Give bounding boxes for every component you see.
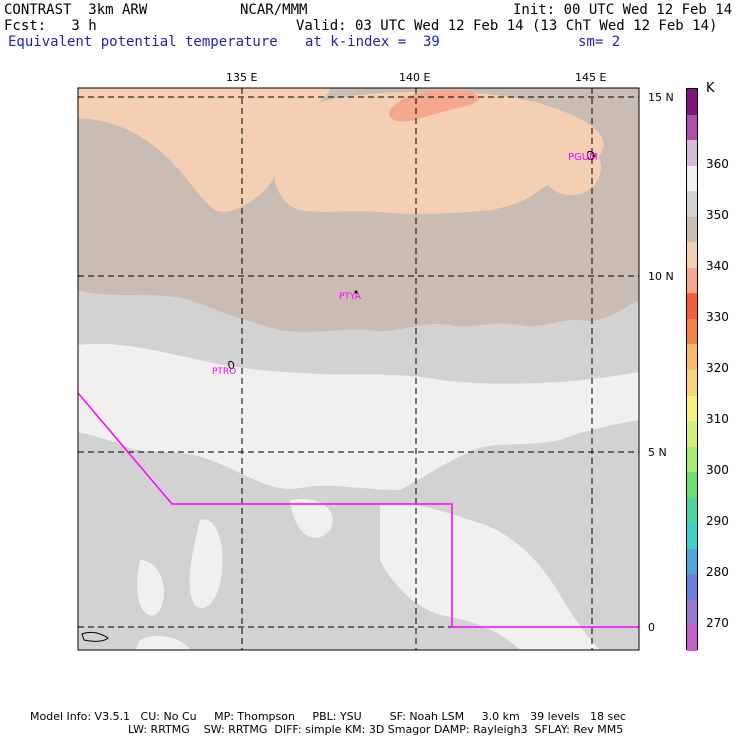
colorbar-segment: [687, 267, 697, 294]
init-time: Init: 00 UTC Wed 12 Feb 14: [513, 2, 733, 18]
lon-label-135: 135 E: [226, 71, 258, 84]
colorbar-tick-label: 330: [706, 310, 729, 324]
model-name: CONTRAST 3km ARW: [4, 2, 148, 18]
colorbar-segment: [687, 446, 697, 473]
station-pgum: PGUM: [568, 152, 598, 163]
colorbar-tick-label: 290: [706, 514, 729, 528]
lat-label-0: 0: [648, 621, 655, 634]
lat-label-15: 15 N: [648, 91, 674, 104]
colorbar-tick-label: 320: [706, 361, 729, 375]
colorbar-segment: [687, 293, 697, 320]
footer-physics-info: LW: RRTMG SW: RRTMG DIFF: simple KM: 3D …: [128, 723, 624, 736]
valid-time: Valid: 03 UTC Wed 12 Feb 14 (13 ChT Wed …: [296, 18, 718, 34]
band-355: [78, 343, 639, 490]
lat-label-5: 5 N: [648, 446, 667, 459]
island-1: [81, 631, 109, 642]
station-ptya: PTYA: [339, 292, 361, 302]
colorbar-tick-label: 350: [706, 208, 729, 222]
colorbar-segment: [687, 395, 697, 422]
colorbar-tick-label: 300: [706, 463, 729, 477]
station-ptro: PTRO: [212, 367, 237, 377]
lon-label-140: 140 E: [399, 71, 431, 84]
band-340-north: [78, 88, 330, 212]
smoothing-info: sm= 2: [578, 34, 621, 50]
organization: NCAR/MMM: [240, 2, 308, 18]
colorbar-segment: [687, 165, 697, 192]
colorbar-segment: [687, 89, 697, 116]
colorbar-segment: [687, 242, 697, 269]
colorbar-segment: [687, 140, 697, 167]
colorbar-tick-label: 360: [706, 157, 729, 171]
colorbar-segment: [687, 114, 697, 141]
colorbar-segment: [687, 599, 697, 626]
footer-model-info: Model Info: V3.5.1 CU: No Cu MP: Thompso…: [30, 710, 627, 723]
band-340-center: [273, 91, 604, 214]
colorbar-tick-label: 280: [706, 565, 729, 579]
colorbar-segment: [687, 497, 697, 524]
colorbar-segment: [687, 344, 697, 371]
colorbar-tick-label: 310: [706, 412, 729, 426]
colorbar-segment: [687, 216, 697, 243]
colorbar: [686, 88, 698, 652]
colorbar-unit: K: [706, 81, 715, 96]
forecast-hour: Fcst: 3 h: [4, 18, 97, 34]
colorbar-tick-label: 270: [706, 616, 729, 630]
colorbar-segment: [687, 574, 697, 601]
colorbar-segment: [687, 421, 697, 448]
lat-label-10: 10 N: [648, 270, 674, 283]
band-355-south: [380, 503, 600, 650]
colorbar-segment: [687, 548, 697, 575]
colorbar-segment: [687, 523, 697, 550]
colorbar-segment: [687, 191, 697, 218]
colorbar-segment: [687, 625, 697, 652]
lon-label-145: 145 E: [575, 71, 607, 84]
colorbar-segment: [687, 472, 697, 499]
band-335: [389, 89, 479, 122]
colorbar-tick-label: 340: [706, 259, 729, 273]
colorbar-segment: [687, 370, 697, 397]
level-info: at k-index = 39: [305, 34, 440, 50]
boundary-line: [78, 392, 639, 628]
field-name: Equivalent potential temperature: [8, 34, 278, 50]
colorbar-segment: [687, 318, 697, 345]
